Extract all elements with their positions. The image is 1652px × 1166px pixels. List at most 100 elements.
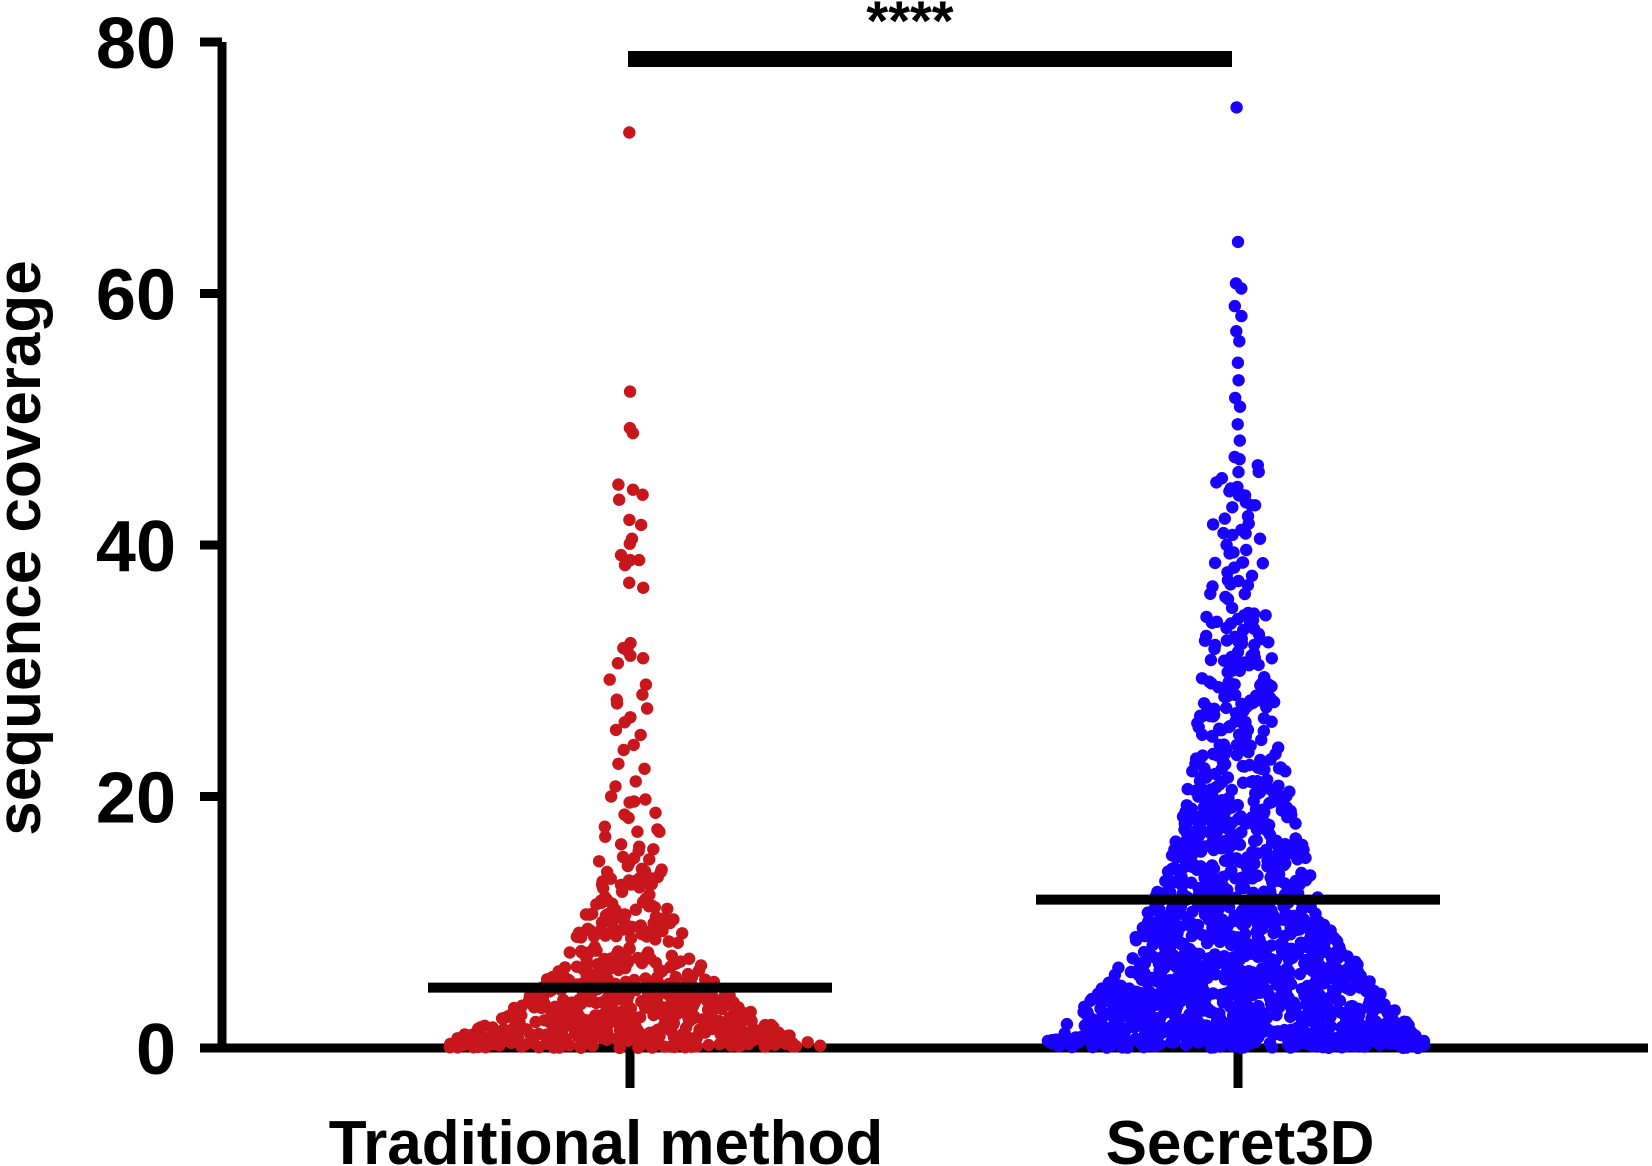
data-point (639, 793, 652, 806)
data-point (1275, 945, 1289, 958)
data-point (1169, 995, 1183, 1008)
data-point (640, 702, 654, 715)
data-point (1080, 1009, 1094, 1022)
data-point (1249, 787, 1262, 800)
data-point (1169, 835, 1182, 848)
data-point (1250, 976, 1264, 989)
data-point (1285, 808, 1298, 822)
data-point (614, 838, 628, 851)
data-point (1213, 778, 1226, 791)
data-point (638, 950, 652, 964)
data-point (634, 728, 647, 742)
data-point (606, 1014, 619, 1027)
data-point (623, 576, 636, 589)
data-point (1320, 973, 1334, 986)
data-point (1164, 984, 1178, 997)
data-point (801, 1036, 814, 1049)
data-point (598, 957, 611, 970)
data-point (1225, 1025, 1238, 1038)
data-point (1325, 962, 1339, 975)
data-point (452, 1039, 466, 1052)
data-point (1304, 1028, 1317, 1041)
data-point (629, 1020, 642, 1034)
data-point (1173, 968, 1186, 982)
data-point (1195, 788, 1208, 801)
data-point (1325, 951, 1339, 965)
data-point (599, 830, 612, 843)
data-point (1415, 1036, 1428, 1049)
y-tick-label-80: 80 (96, 4, 176, 84)
data-point (1266, 908, 1280, 921)
data-point (789, 1040, 803, 1053)
data-point (1256, 557, 1270, 570)
data-point (1233, 953, 1246, 967)
data-point (1139, 1022, 1152, 1035)
data-point (1184, 965, 1197, 978)
y-tick-label-0: 0 (136, 1010, 176, 1090)
data-point (1129, 930, 1142, 944)
data-point (1225, 601, 1239, 615)
data-point (1311, 1012, 1325, 1025)
data-point (598, 820, 611, 833)
data-point (618, 558, 632, 572)
data-point (619, 908, 632, 921)
data-point (1230, 101, 1243, 114)
data-point (1363, 994, 1377, 1007)
data-point (1253, 811, 1267, 824)
data-point (1228, 1011, 1241, 1024)
data-point (1347, 970, 1361, 983)
significance-annotation: **** (628, 0, 1232, 67)
data-point (1232, 635, 1245, 648)
data-point (1359, 1020, 1372, 1033)
data-point (1284, 977, 1298, 991)
data-point (1206, 518, 1220, 531)
data-point (1274, 761, 1287, 774)
data-point (649, 921, 662, 934)
data-point (1260, 824, 1274, 837)
data-point (724, 1039, 738, 1052)
data-point (726, 1016, 739, 1029)
data-point (1185, 929, 1199, 943)
data-point (634, 518, 648, 532)
data-point (1192, 721, 1205, 734)
data-point (615, 885, 629, 898)
data-point (1176, 954, 1189, 967)
data-point (515, 1009, 528, 1022)
data-point (779, 1037, 792, 1051)
data-point (558, 961, 572, 974)
data-point (1293, 1020, 1307, 1034)
data-point (1242, 606, 1255, 620)
data-point (733, 1039, 747, 1053)
data-point (1200, 629, 1213, 643)
x-axis: Traditional method Secret3D (218, 1043, 1648, 1166)
data-point (1327, 984, 1340, 997)
data-point (1369, 1024, 1382, 1037)
data-point (702, 1038, 715, 1052)
data-point (1237, 704, 1250, 718)
data-point (1045, 1036, 1058, 1050)
data-point (1337, 977, 1351, 990)
data-point (744, 1005, 757, 1019)
data-point (492, 1031, 505, 1045)
data-point (696, 1013, 709, 1026)
data-point (1245, 1026, 1258, 1040)
data-point (1210, 476, 1223, 489)
data-point (1223, 1036, 1236, 1049)
data-point (1186, 917, 1199, 931)
data-point (1190, 752, 1203, 765)
data-point (1298, 987, 1311, 1001)
data-point (1246, 988, 1260, 1002)
data-point (1246, 872, 1259, 885)
data-point (1126, 952, 1139, 965)
data-point (661, 902, 674, 915)
data-point (636, 652, 650, 665)
data-point (1232, 374, 1245, 387)
data-point (1216, 794, 1229, 807)
data-point (1206, 819, 1220, 833)
data-point (1091, 987, 1105, 1000)
data-point (1233, 335, 1246, 348)
data-point (1235, 871, 1249, 884)
data-point (1263, 782, 1276, 795)
data-point (1233, 434, 1247, 447)
data-point (1259, 609, 1272, 622)
